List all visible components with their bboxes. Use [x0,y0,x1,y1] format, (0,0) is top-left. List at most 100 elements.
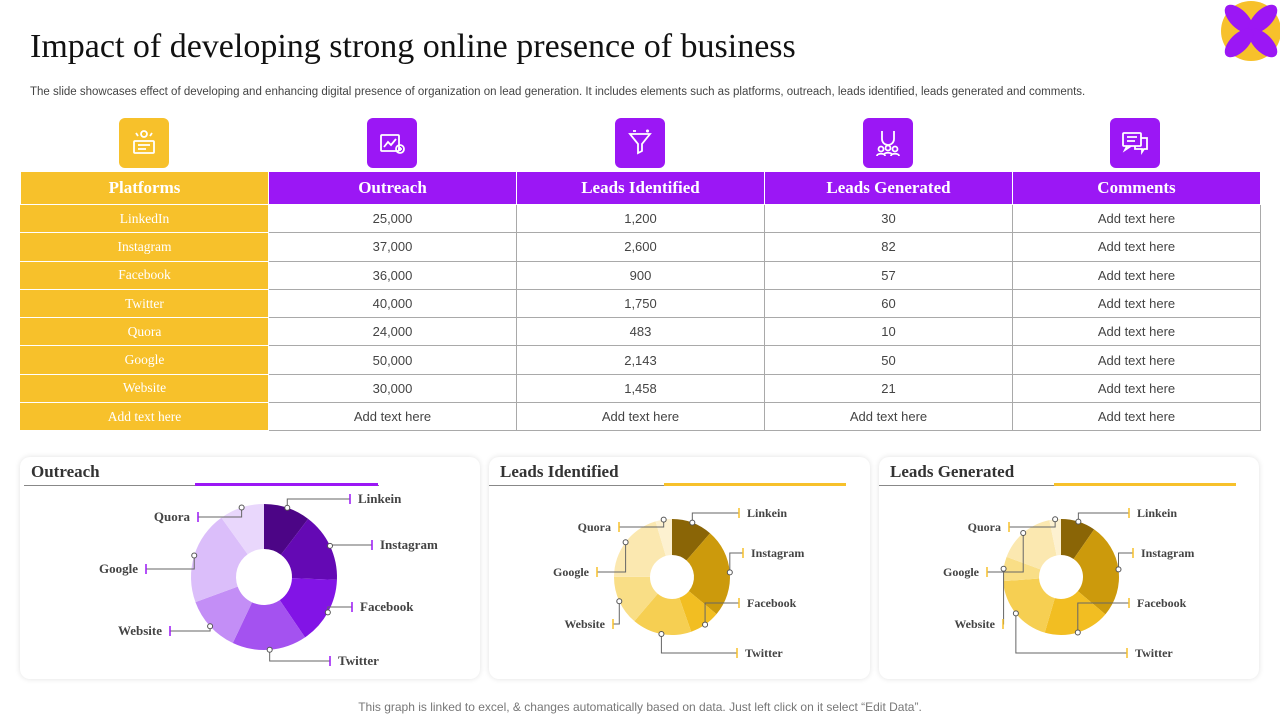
donut-slice-google[interactable] [191,517,248,603]
leads-identified-cell: 1,458 [516,373,765,404]
donut-slice-google[interactable] [614,521,666,577]
slice-label: Google [99,561,138,576]
platform-cell: Twitter [20,288,269,319]
table-row: Facebook 36,000 900 57 Add text here [20,260,1261,290]
donut-slice-twitter[interactable] [634,593,692,635]
leader-dot [191,552,198,559]
leads-identified-cell: 1,750 [516,288,765,319]
leader-line [704,602,739,625]
donut-slice-quora[interactable] [655,519,672,556]
magnet-users-icon [863,118,913,168]
donut-slice-facebook[interactable] [279,578,337,638]
leader-line [660,634,737,654]
leader-dot [327,542,334,549]
leader-dot [1012,610,1019,617]
leader-line [329,544,372,546]
donut-slice-google[interactable] [1006,520,1057,570]
leads-generated-donut-chart[interactable]: Linkein Instagram Facebook Twitter Website Go… [879,457,1259,679]
leads-generated-chart-card: Leads Generated Linkein Instagram Facebook… [879,457,1259,679]
leader-line [613,601,620,625]
leads-generated-cell[interactable]: Add text here [764,402,1013,432]
slice-label: Linkein [358,491,402,506]
donut-slice-linkein[interactable] [1061,519,1095,559]
platform-cell: Facebook [20,260,269,290]
donut-slice-website[interactable] [1003,556,1041,582]
donut-slice-linkein[interactable] [264,504,309,555]
comment-cell[interactable]: Add text here [1012,317,1261,347]
slice-label: Website [118,623,162,638]
leader-line [987,532,1024,573]
platform-cell: Website [20,373,269,404]
slice-label: Instagram [1141,546,1194,560]
flower-logo-icon [1221,1,1280,61]
leader-dot [702,621,709,628]
comment-cell[interactable]: Add text here [1012,203,1261,234]
comment-cell[interactable]: Add text here [1012,232,1261,262]
donut-slice-instagram[interactable] [280,518,337,580]
table-header-row: Platforms Outreach Leads Identified Lead… [20,171,1261,205]
slice-label: Google [553,565,590,579]
donut-slice-website[interactable] [614,576,658,622]
table-row: Google 50,000 2,143 50 Add text here [20,345,1261,375]
table-row: Instagram 37,000 2,600 82 Add text here [20,232,1261,262]
slice-label: Quora [154,509,191,524]
comment-cell[interactable]: Add text here [1012,288,1261,319]
slice-label: Facebook [1137,596,1187,610]
outreach-cell: 24,000 [268,317,517,347]
slice-label: Instagram [380,537,438,552]
leader-line [170,626,211,632]
comment-cell[interactable]: Add text here [1012,402,1261,432]
donut-slice-instagram[interactable] [686,533,730,615]
outreach-cell: 37,000 [268,232,517,262]
leader-dot [1115,566,1122,573]
analytics-icon [367,118,417,168]
leads-generated-cell: 82 [764,232,1013,262]
leader-line [327,606,352,613]
donut-slice-facebook[interactable] [1044,591,1106,635]
leads-identified-cell: 483 [516,317,765,347]
slice-label: Website [954,617,995,631]
donut-slice-facebook[interactable] [679,591,717,632]
header-comments: Comments [1012,171,1261,205]
page-subtitle: The slide showcases effect of developing… [30,86,1086,98]
leader-dot [660,516,667,523]
comment-cell[interactable]: Add text here [1012,345,1261,375]
column-icons-row [20,118,1260,170]
outreach-cell: 50,000 [268,345,517,375]
leader-line [1117,552,1133,570]
leader-dot [658,631,665,638]
chat-icon [1110,118,1160,168]
leader-line [269,649,330,662]
platform-cell[interactable]: Add text here [20,402,269,432]
header-leads-identified: Leads Identified [516,171,765,205]
donut-slice-twitter[interactable] [232,600,306,650]
outreach-cell[interactable]: Add text here [268,402,517,432]
outreach-cell: 40,000 [268,288,517,319]
leader-line [691,512,739,523]
certificate-icon [119,118,169,168]
leads-identified-donut-chart[interactable]: Linkein Instagram Facebook Twitter Website Go… [489,457,870,679]
leader-dot [726,569,733,576]
title-accent [195,483,378,486]
leader-dot [1074,629,1081,636]
donut-slice-quora[interactable] [1049,519,1061,556]
comment-cell[interactable]: Add text here [1012,260,1261,290]
donut-slice-website[interactable] [195,586,253,644]
leads-identified-cell[interactable]: Add text here [516,402,765,432]
outreach-chart-title: Outreach [31,462,100,481]
leader-dot [622,539,629,546]
donut-slice-linkein[interactable] [672,519,711,561]
title-accent [664,483,846,486]
leads-generated-cell: 30 [764,203,1013,234]
comment-cell[interactable]: Add text here [1012,373,1261,404]
leader-dot [689,519,696,526]
slice-label: Twitter [745,646,783,660]
donut-slice-twitter[interactable] [1003,578,1055,633]
slice-label: Quora [578,520,611,534]
leads-identified-cell: 1,200 [516,203,765,234]
slice-label: Google [943,565,980,579]
slice-label: Instagram [751,546,804,560]
outreach-donut-chart[interactable]: Linkein Instagram Facebook Twitter Website Go… [20,457,480,679]
leader-line [597,542,627,573]
donut-slice-instagram[interactable] [1073,529,1119,615]
